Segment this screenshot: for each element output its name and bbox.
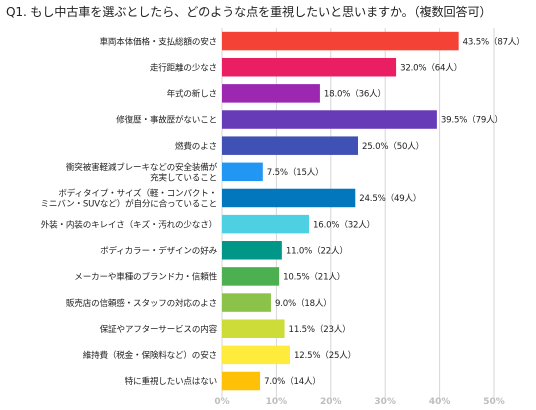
- x-tick-label: 40%: [429, 397, 451, 407]
- data-label: 18.0%（36人）: [324, 89, 386, 100]
- data-label: 9.0%（18人）: [275, 298, 332, 309]
- category-label: ボディカラー・デザインの好み: [100, 244, 218, 256]
- category-label: 維持費（税金・保険料など）の安さ: [83, 349, 217, 361]
- category-label: 年式の新しさ: [167, 88, 217, 100]
- data-label: 11.5%（23人）: [289, 324, 351, 335]
- category-label: 修復歴・事故歴がないこと: [116, 114, 217, 126]
- category-label: ミニバン・SUVなど）が自分に合っていること: [40, 197, 217, 209]
- bar: [222, 188, 356, 208]
- category-label: 外装・内装のキレイさ（キズ・汚れの少なさ）: [41, 218, 217, 230]
- chart-title: Q1. もし中古車を選ぶとしたら、どのような点を重視したいと思いますか。（複数回…: [6, 5, 492, 19]
- bar: [222, 31, 459, 51]
- bar: [222, 371, 261, 391]
- bar: [222, 136, 358, 155]
- bar: [222, 319, 285, 338]
- category-label: 車両本体価格・支払総額の安さ: [99, 35, 217, 47]
- category-labels: 車両本体価格・支払総額の安さ走行距離の少なさ年式の新しさ修復歴・事故歴がないこと…: [40, 35, 217, 387]
- x-tick-label: 0%: [214, 397, 229, 407]
- data-labels: 43.5%（87人） 32.0%（64人） 18.0%（36人） 39.5%（79人）…: [264, 36, 525, 387]
- category-label: 衝突被害軽減ブレーキなどの安全装備が: [66, 161, 218, 173]
- grid-lines: [221, 28, 495, 399]
- data-label: 32.0%（64人）: [400, 62, 462, 73]
- x-tick-label: 20%: [320, 397, 342, 407]
- category-label: 充実していること: [150, 171, 217, 183]
- data-label: 24.5%（49人）: [359, 193, 421, 204]
- x-axis-ticks: 0% 10% 20% 30% 40% 50%: [214, 397, 504, 407]
- bar: [222, 267, 280, 286]
- bar: [222, 241, 282, 260]
- data-label: 16.0%（32人）: [313, 219, 375, 230]
- bar: [222, 162, 263, 182]
- category-label: 走行距離の少なさ: [150, 61, 217, 73]
- bar: [222, 110, 437, 129]
- data-label: 7.5%（15人）: [267, 167, 324, 178]
- data-label: 11.0%（22人）: [286, 245, 348, 256]
- bars: [222, 31, 459, 391]
- bar: [222, 293, 271, 312]
- category-label: 燃費のよさ: [175, 140, 217, 152]
- bar: [222, 345, 290, 365]
- category-label: 保証やアフターサービスの内容: [100, 323, 218, 335]
- bar: [222, 214, 310, 234]
- category-label: 特に重視したい点はない: [125, 375, 217, 387]
- category-label: ボディタイプ・サイズ（軽・コンパクト・: [58, 187, 217, 199]
- data-label: 43.5%（87人）: [463, 36, 525, 47]
- bar: [222, 57, 397, 77]
- data-label: 12.5%（25人）: [294, 350, 356, 361]
- category-label: 販売店の信頼感・スタッフの対応のよさ: [66, 297, 217, 309]
- x-tick-label: 30%: [374, 397, 396, 407]
- bar: [222, 84, 320, 103]
- data-label: 39.5%（79人）: [441, 115, 503, 126]
- data-label: 7.0%（14人）: [264, 376, 321, 387]
- data-label: 25.0%（50人）: [362, 141, 424, 152]
- x-tick-label: 10%: [266, 397, 288, 407]
- x-tick-label: 50%: [483, 397, 505, 407]
- category-label: メーカーや車種のブランド力・信頼性: [74, 271, 217, 283]
- data-label: 10.5%（21人）: [283, 272, 345, 283]
